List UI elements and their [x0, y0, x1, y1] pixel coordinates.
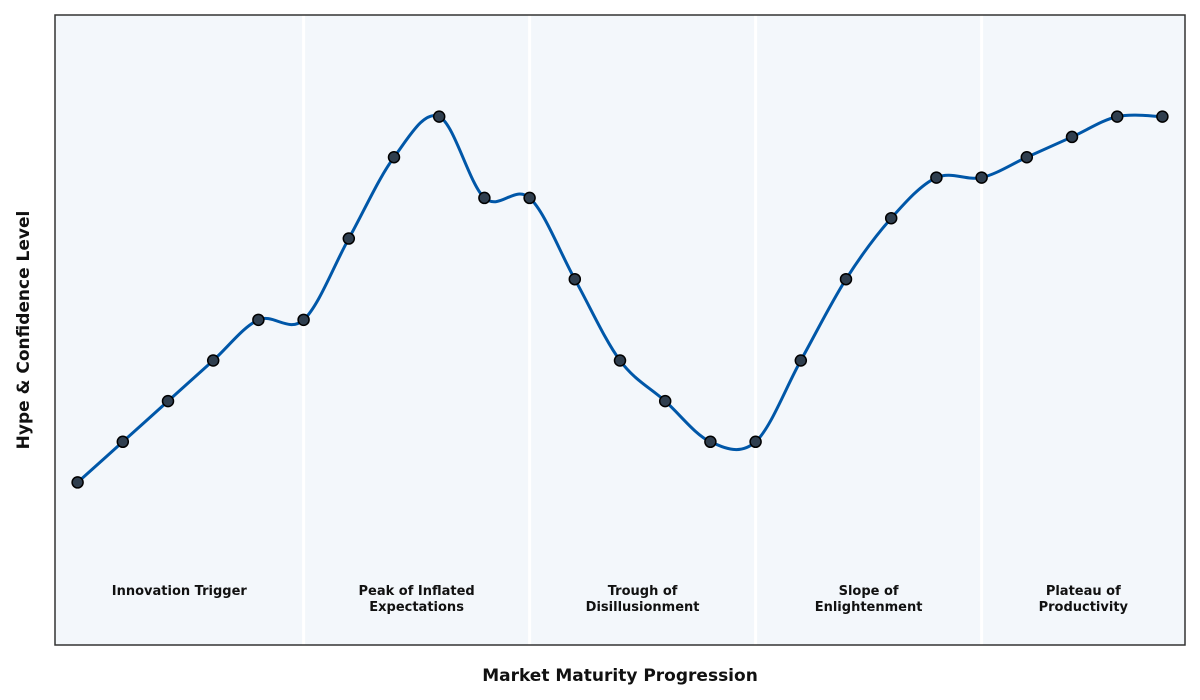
data-point-12: [613, 354, 627, 367]
phase-band-peak: [303, 15, 530, 645]
data-point-21: [1020, 151, 1034, 164]
phase-label-peak-line2: Expectations: [369, 600, 464, 615]
data-point-5: [297, 313, 310, 327]
data-point-10: [523, 191, 536, 205]
data-point-20: [975, 171, 988, 184]
data-point-6: [342, 232, 356, 245]
data-point-19: [930, 171, 943, 184]
data-point-1: [116, 435, 130, 449]
data-point-11: [568, 272, 582, 286]
phase-label-plateau-line2: Productivity: [1039, 600, 1129, 615]
phase-label-peak: Peak of Inflated: [358, 584, 474, 599]
phase-label-slope: Slope of: [839, 584, 899, 599]
y-axis-title: Hype & Confidence Level: [14, 211, 34, 450]
data-point-18: [884, 211, 898, 225]
data-points: [71, 110, 1169, 489]
phase-band-slope: [755, 15, 982, 645]
hype-curve-line: [76, 113, 1164, 484]
phase-labels: Innovation Trigger Peak of InflatedExpect…: [112, 584, 1129, 615]
data-point-24: [1156, 110, 1169, 123]
data-point-9: [478, 191, 491, 205]
data-point-3: [206, 354, 220, 367]
phase-label-plateau: Plateau of: [1046, 584, 1121, 599]
phase-label-trough-line2: Disillusionment: [586, 600, 700, 615]
phase-dividers: [302, 15, 984, 645]
x-axis-title: Market Maturity Progression: [482, 666, 758, 686]
data-point-8: [432, 110, 446, 123]
data-point-17: [839, 272, 853, 286]
data-point-16: [794, 354, 808, 367]
data-point-23: [1110, 110, 1124, 123]
data-point-15: [749, 435, 762, 449]
phase-label-slope-line2: Enlightenment: [815, 600, 923, 615]
plot-frame: [54, 14, 1186, 646]
phase-label-innovation: Innovation Trigger: [112, 584, 248, 599]
data-point-0: [71, 476, 84, 489]
data-point-4: [252, 313, 265, 327]
phase-band-innovation: [55, 15, 304, 645]
phase-label-trough: Trough of: [608, 584, 678, 599]
phase-bands: [55, 15, 1185, 645]
phase-band-plateau: [981, 15, 1185, 645]
data-point-2: [161, 394, 175, 408]
data-point-13: [658, 394, 672, 408]
data-point-7: [387, 151, 401, 164]
phase-band-trough: [529, 15, 756, 645]
data-point-22: [1065, 130, 1079, 144]
data-point-14: [704, 435, 717, 449]
